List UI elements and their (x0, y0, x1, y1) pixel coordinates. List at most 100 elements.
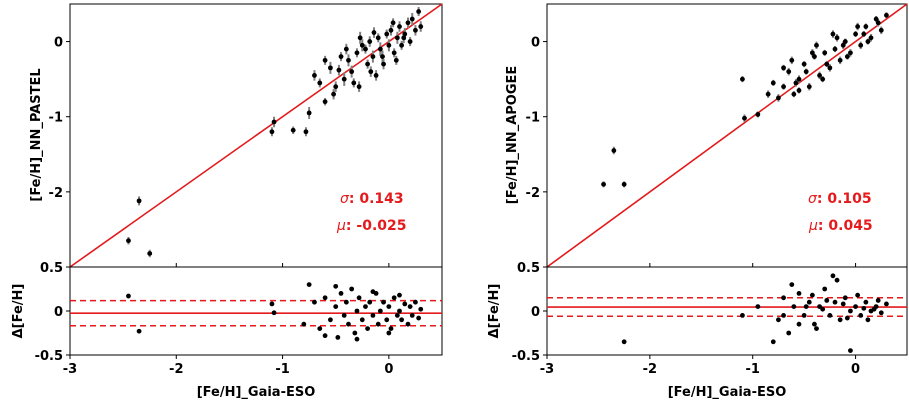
residual-point (370, 313, 376, 318)
data-point (801, 61, 807, 67)
data-point (789, 57, 795, 63)
data-point (803, 69, 809, 75)
data-point (809, 50, 815, 56)
residual-point (126, 293, 131, 299)
data-point (820, 76, 826, 82)
data-point (786, 69, 792, 75)
data-point (317, 80, 323, 86)
data-point (357, 35, 363, 41)
data-point (354, 50, 360, 56)
residual-point (740, 313, 745, 318)
residual-y-tick-label: 0.5 (517, 261, 540, 276)
residual-point (343, 299, 349, 305)
residual-point (871, 306, 877, 312)
data-point (312, 72, 317, 78)
panel-apogee: -2 -1 0 [Fe/H]_NN_APOGEE σ: 0.105 μ: 0.045… (487, 3, 908, 400)
sigma-stat: σ: 0.105 (808, 191, 872, 207)
residual-point (781, 295, 786, 301)
data-point (781, 84, 786, 90)
mu-stat: μ: 0.045 (808, 218, 873, 234)
data-point (830, 31, 836, 37)
data-point (837, 57, 843, 63)
residual-point (814, 326, 819, 331)
data-point (136, 198, 142, 204)
data-point (842, 39, 848, 44)
residual-point (409, 313, 415, 318)
y-tick-label: -2 (49, 186, 63, 201)
residual-point (394, 313, 400, 318)
data-point (407, 39, 413, 44)
residual-points (547, 273, 907, 353)
data-point (380, 54, 385, 59)
residual-point (269, 301, 275, 307)
data-point (373, 72, 379, 78)
residual-plot: -0.5 0 0.5 -3 -2 -1 0 Δ[Fe/H] [Fe/H]_Gaia-ESO (11, 261, 443, 400)
x-axis-label: [Fe/H]_Gaia-ESO (197, 385, 316, 400)
data-point (349, 69, 355, 75)
data-point (343, 46, 349, 52)
residual-point (848, 308, 853, 314)
data-point (381, 61, 386, 67)
data-point (147, 251, 153, 256)
x-tick-label: -1 (745, 362, 759, 377)
data-point (822, 50, 828, 56)
residual-point (812, 321, 817, 327)
residual-point (801, 313, 807, 318)
x-tick-label: -2 (643, 362, 657, 377)
data-point (386, 42, 392, 48)
data-point (884, 12, 889, 18)
residual-point (370, 289, 376, 295)
residual-point (338, 291, 344, 296)
data-point (306, 110, 312, 116)
residual-point (375, 321, 381, 327)
data-point (812, 54, 817, 59)
residual-point (755, 304, 761, 309)
data-point (341, 76, 347, 82)
residual-point (820, 306, 826, 312)
residual-point (781, 313, 786, 318)
data-point (402, 31, 408, 37)
data-point (367, 39, 373, 44)
residual-y-tick-label: 0.5 (40, 261, 63, 276)
data-point (861, 31, 867, 37)
residual-point (861, 305, 867, 311)
x-tick-label: -2 (169, 362, 183, 377)
data-point (855, 24, 861, 29)
residual-y-tick-label: -0.5 (512, 349, 540, 364)
data-point (390, 20, 396, 26)
residual-point (402, 301, 408, 307)
residual-point (359, 317, 365, 323)
residual-point (827, 313, 833, 318)
data-point (405, 20, 411, 26)
residual-y-label: Δ[Fe/H] (11, 284, 26, 339)
x-tick-label: -1 (275, 362, 289, 377)
residual-point (386, 330, 392, 336)
residual-point (388, 326, 394, 331)
residual-point (842, 295, 848, 301)
data-point (416, 9, 422, 14)
residual-point (776, 317, 781, 323)
residual-point (377, 308, 383, 314)
data-point (740, 76, 745, 82)
residual-points (70, 282, 442, 342)
data-point (793, 80, 799, 86)
data-point (601, 181, 606, 187)
mu-stat: μ: -0.025 (336, 218, 407, 234)
data-point (393, 57, 399, 63)
residual-point (791, 304, 797, 309)
data-point (375, 35, 381, 41)
data-point (384, 31, 390, 37)
y-tick-label: 0 (531, 36, 540, 51)
data-point (827, 65, 833, 71)
data-point (844, 54, 850, 59)
residual-point (878, 310, 884, 316)
residual-frame (546, 266, 908, 356)
residual-point (333, 304, 339, 309)
residual-point (363, 304, 368, 309)
residual-y-tick-label: 0 (531, 305, 540, 320)
data-point (391, 50, 397, 56)
data-point (359, 42, 365, 48)
residual-point (796, 321, 802, 327)
data-point (401, 35, 407, 41)
